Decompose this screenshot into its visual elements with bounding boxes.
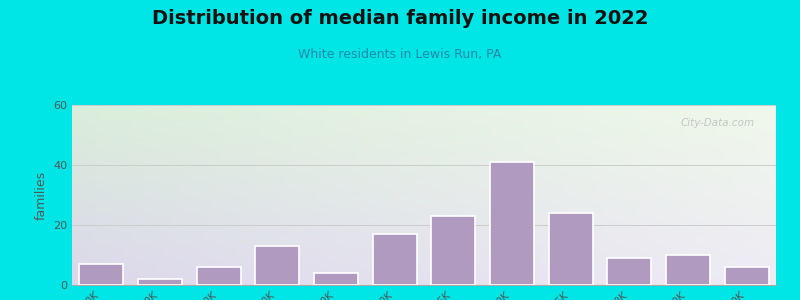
Bar [373, 234, 417, 285]
Bar [314, 273, 358, 285]
Bar [549, 213, 593, 285]
Bar [666, 255, 710, 285]
Text: City-Data.com: City-Data.com [681, 118, 755, 128]
Bar [138, 279, 182, 285]
Bar [490, 162, 534, 285]
Bar [431, 216, 475, 285]
Bar [197, 267, 241, 285]
Text: Distribution of median family income in 2022: Distribution of median family income in … [152, 9, 648, 28]
Bar [725, 267, 769, 285]
Bar [607, 258, 651, 285]
Text: White residents in Lewis Run, PA: White residents in Lewis Run, PA [298, 48, 502, 61]
Y-axis label: families: families [34, 170, 47, 220]
Bar [255, 246, 299, 285]
Bar [79, 264, 123, 285]
